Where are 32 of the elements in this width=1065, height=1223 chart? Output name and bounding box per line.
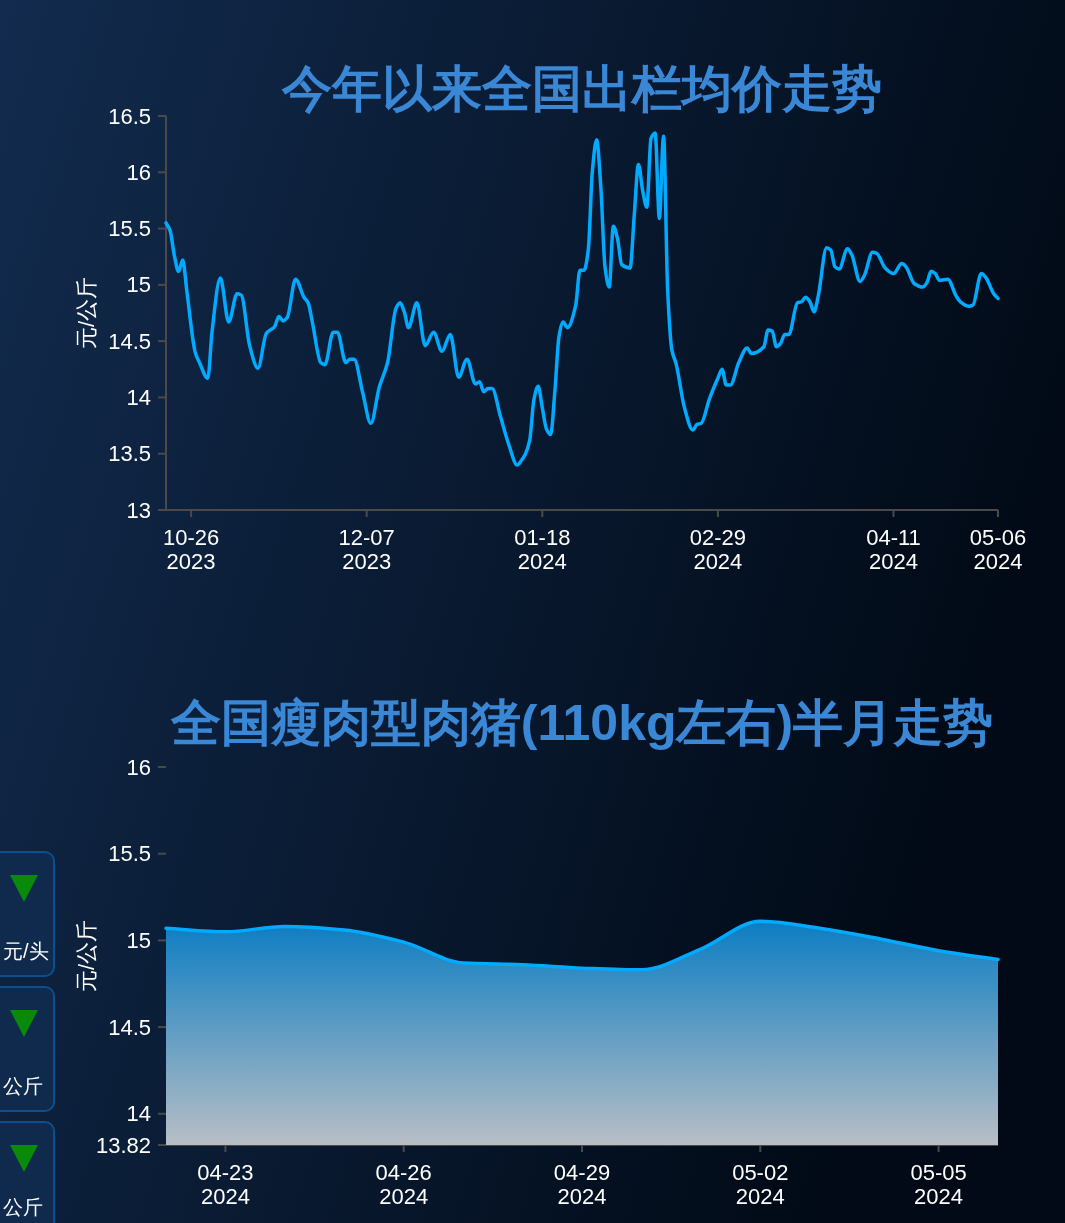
y-tick-label: 15 bbox=[126, 927, 151, 953]
x-tick-label: 04-29 2024 bbox=[553, 1160, 611, 1209]
card: 公斤 bbox=[0, 986, 55, 1112]
chart-title: 全国瘦肉型肉猪(110kg左右)半月走势 bbox=[169, 695, 994, 751]
y-tick-label: 14.5 bbox=[108, 328, 151, 354]
y-tick-label: 16 bbox=[126, 159, 151, 185]
y-tick-label: 14 bbox=[126, 1101, 151, 1127]
chart-title: 今年以来全国出栏均价走势 bbox=[281, 61, 882, 117]
card: 元/头 bbox=[0, 851, 55, 977]
y-tick-label: 15.5 bbox=[108, 216, 151, 242]
y-tick-label: 16 bbox=[126, 754, 151, 780]
y-tick-label: 14.5 bbox=[108, 1014, 151, 1040]
x-tick-label: 05-06 2024 bbox=[969, 525, 1027, 574]
y-tick-label: 15.5 bbox=[108, 841, 151, 867]
y-tick-label: 13 bbox=[126, 497, 151, 523]
y-axis-title: 元/公斤 bbox=[73, 276, 99, 350]
card: 公斤 bbox=[0, 1121, 55, 1223]
y-axis-title: 元/公斤 bbox=[73, 919, 99, 993]
y-tick-label: 13.82 bbox=[95, 1132, 151, 1158]
x-tick-label: 04-11 2024 bbox=[866, 525, 921, 574]
x-tick-label: 02-29 2024 bbox=[689, 525, 747, 574]
y-tick-label: 15 bbox=[126, 272, 151, 298]
x-tick-label: 10-26 2023 bbox=[162, 525, 220, 574]
y-tick-label: 16.5 bbox=[108, 103, 151, 129]
y-tick-label: 13.5 bbox=[108, 441, 151, 467]
x-tick-label: 01-18 2024 bbox=[514, 525, 571, 574]
x-tick-label: 05-02 2024 bbox=[732, 1160, 789, 1209]
x-tick-label: 05-05 2024 bbox=[910, 1160, 967, 1209]
x-tick-label: 04-26 2024 bbox=[375, 1160, 432, 1209]
x-tick-label: 12-07 2023 bbox=[338, 525, 395, 574]
y-tick-label: 14 bbox=[126, 384, 151, 410]
x-tick-label: 04-23 2024 bbox=[197, 1160, 254, 1209]
